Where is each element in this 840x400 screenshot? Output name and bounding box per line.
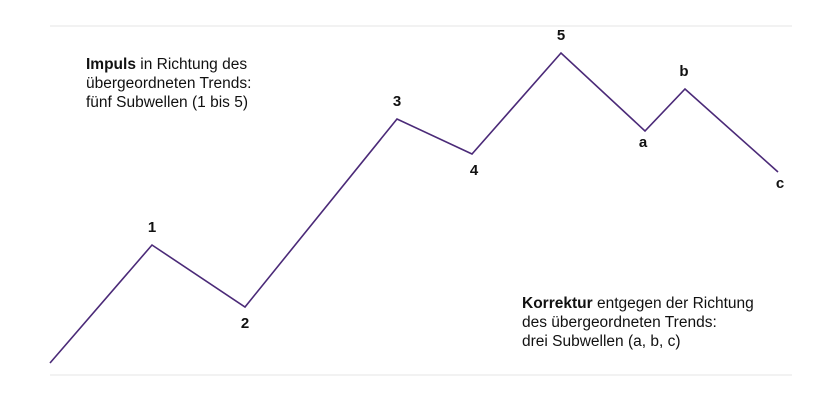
correction-note-line-1: Korrektur entgegen der Richtung (522, 294, 754, 313)
wave-label-3: 3 (393, 93, 401, 110)
impulse-note-line-1: Impuls in Richtung des (86, 55, 251, 74)
impulse-note-line-2: übergeordneten Trends: (86, 75, 252, 92)
impulse-note-line-3: fünf Subwellen (1 bis 5) (86, 94, 248, 111)
impulse-note-bold: Impuls (86, 56, 136, 73)
wave-label-a: a (639, 134, 648, 151)
correction-note-line-2: des übergeordneten Trends: (522, 314, 717, 331)
impulse-note: Impuls in Richtung des übergeordneten Tr… (86, 55, 251, 112)
wave-label-1: 1 (148, 219, 156, 236)
wave-label-b: b (679, 63, 688, 80)
correction-note-line-3: drei Subwellen (a, b, c) (522, 333, 681, 350)
wave-label-c: c (776, 175, 784, 192)
wave-label-5: 5 (557, 27, 565, 44)
wave-labels: 1 2 3 4 5 a b c (148, 27, 784, 332)
wave-label-2: 2 (241, 315, 249, 332)
correction-note-bold: Korrektur (522, 295, 593, 312)
correction-note: Korrektur entgegen der Richtung des über… (522, 294, 754, 351)
wave-line (49, 51, 779, 364)
correction-note-line-1-rest: entgegen der Richtung (592, 295, 754, 312)
wave-label-4: 4 (470, 162, 479, 179)
impulse-note-line-1-rest: in Richtung des (135, 56, 248, 73)
